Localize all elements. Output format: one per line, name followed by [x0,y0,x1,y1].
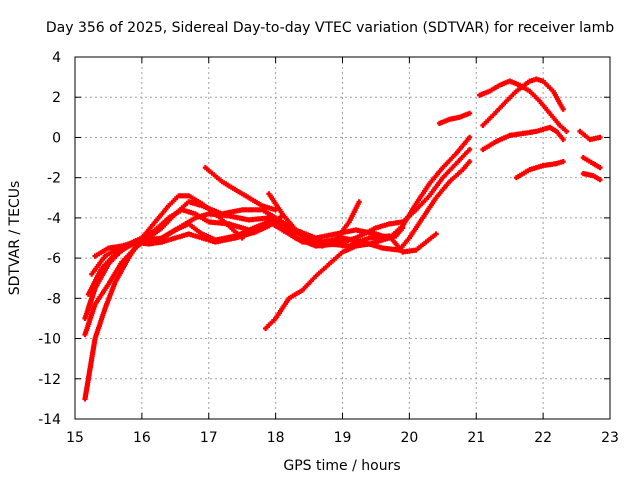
y-tick-label: -10 [38,332,61,348]
x-tick-label: 17 [200,430,218,446]
series-s13 [480,76,566,128]
series-s9 [266,191,362,249]
y-tick-label: -12 [38,372,61,388]
x-tick-label: 23 [601,430,619,446]
series-s10 [263,225,406,332]
y-axis-label: SDTVAR / TECUs [7,181,23,296]
series-s8 [202,165,279,213]
y-tick-label: 2 [52,90,61,106]
y-tick-label: -8 [47,291,61,307]
x-tick-label: 15 [66,430,84,446]
x-tick-label: 16 [133,430,151,446]
x-tick-label: 22 [534,430,552,446]
series-s18 [580,171,603,183]
series-s11 [436,110,473,126]
y-tick-label: -6 [47,251,61,267]
x-tick-label: 19 [334,430,352,446]
x-axis-label: GPS time / hours [283,458,400,474]
x-tick-label: 20 [400,430,418,446]
data-series [82,76,603,402]
y-tick-label: 4 [52,50,61,66]
y-tick-label: -4 [47,211,61,227]
series-s15 [513,159,566,181]
y-tick-label: -14 [38,412,61,428]
series-s14 [480,124,566,153]
series-s7 [92,239,165,259]
series-s17 [580,155,603,171]
series-s16 [577,128,603,143]
y-tick-label: 0 [52,130,61,146]
y-tick-label: -2 [47,171,61,187]
x-tick-label: 18 [267,430,285,446]
chart-title: Day 356 of 2025, Sidereal Day-to-day VTE… [46,20,614,36]
axis-ticks: 15 16 17 18 19 20 21 22 23 -14 -12 -10 -8 -6 -4 -2 0 2 4 [38,50,619,446]
x-tick-label: 21 [467,430,485,446]
